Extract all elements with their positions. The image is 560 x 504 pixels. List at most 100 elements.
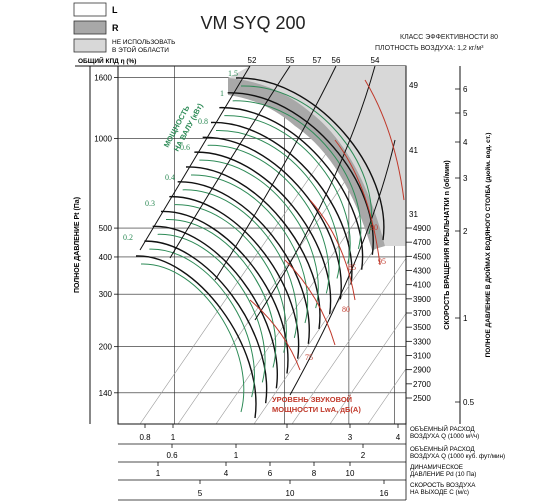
y-axis-pressure-title: ПОЛНОЕ ДАВЛЕНИЕ Pt (Па)	[74, 197, 81, 293]
fan-curve	[169, 195, 300, 359]
legend-swatch-L	[73, 2, 107, 17]
region-legend: L R НЕ ИСПОЛЬЗОВАТЬ В ЭТОЙ ОБЛАСТИ	[73, 2, 175, 54]
efficiency-class: КЛАСС ЭФФЕКТИВНОСТИ 80	[400, 34, 498, 41]
efficiency-line	[169, 66, 291, 259]
sound-curve	[334, 139, 381, 266]
y-tick-label: 400	[99, 253, 113, 262]
rpm-tick-label: 3500	[413, 323, 431, 332]
y-axis-rpm-title: СКОРОСТЬ ВРАЩЕНИЯ КРЫЛЬЧАТКИ n (об/мин)	[443, 160, 451, 329]
power-curve	[199, 159, 319, 309]
bottom-tick-label: 5	[198, 489, 203, 498]
bottom-tick-label: 4	[224, 469, 229, 478]
fan-curve	[227, 92, 374, 255]
eff-tick-label: 56	[332, 56, 341, 65]
bottom-axis-title: ВОЗДУХА Q (1000 м³/ч)	[410, 433, 479, 440]
sound-axis-label: УРОВЕНЬ ЗВУКОВОЙ	[272, 395, 352, 404]
upper-label: 49	[409, 81, 418, 90]
inch-tick-label: 0.5	[463, 398, 475, 407]
upper-label: 31	[409, 210, 418, 219]
y-axis-inches-title: ПОЛНОЕ ДАВЛЕНИЕ В ДЮЙМАХ ВОДЯНОГО СТОЛБА…	[483, 133, 492, 358]
y-axis-inches: 0.5 1 2 3 4 5 6	[455, 66, 475, 424]
eff-tick-label: 57	[313, 56, 322, 65]
rpm-tick-label: 4900	[413, 224, 431, 233]
fan-curve	[235, 77, 385, 241]
eff-tick-label: 55	[286, 56, 295, 65]
bottom-tick-label: 10	[346, 469, 355, 478]
bottom-tick-label: 10	[286, 489, 295, 498]
system-line	[291, 257, 406, 424]
fan-curve	[152, 225, 278, 389]
sound-label: 95	[378, 257, 386, 266]
bottom-tick-label: 1	[234, 451, 239, 460]
power-label: 0.2	[123, 233, 133, 242]
efficiency-line	[289, 139, 396, 396]
rpm-tick-label: 4100	[413, 281, 431, 290]
bottom-tick-label: 0.8	[139, 433, 151, 442]
inch-tick-label: 5	[463, 109, 468, 118]
y-axis-rpm: 2500 2700 2900 3100 3300 3500 3700 3900 4100 4300…	[405, 66, 431, 424]
efficiency-line	[214, 66, 337, 281]
bottom-axis-title: ОБЪЕМНЫЙ РАСХОД	[410, 424, 475, 433]
fan-curve	[135, 255, 257, 419]
power-curve	[240, 85, 372, 235]
eff-tick-label: 52	[248, 56, 257, 65]
bottom-axis-title: ДАВЛЕНИЕ Pd (10 Па)	[410, 471, 476, 478]
y-tick-label: 1000	[94, 134, 112, 143]
legend-label-not-allowed-2: В ЭТОЙ ОБЛАСТИ	[112, 45, 169, 54]
fan-curve	[219, 106, 364, 270]
bottom-tick-label: 1	[171, 433, 176, 442]
bottom-tick-label: 16	[380, 489, 389, 498]
legend-swatch-not-allowed	[73, 38, 107, 53]
rpm-tick-label: 3300	[413, 337, 431, 346]
sound-axis-label: МОЩНОСТИ LwA, дБ(А)	[272, 405, 361, 414]
power-curve	[165, 218, 277, 368]
fan-curve	[210, 121, 353, 285]
system-line	[329, 312, 406, 424]
fan-curves	[135, 66, 396, 419]
rpm-tick-label: 4500	[413, 252, 431, 261]
power-curve	[182, 189, 298, 338]
y-tick-label: 200	[99, 343, 113, 352]
inch-tick-label: 2	[463, 227, 468, 236]
rpm-tick-label: 3700	[413, 309, 431, 318]
rpm-tick-label: 2700	[413, 380, 431, 389]
sound-label: 80	[342, 305, 350, 314]
power-curve	[149, 248, 255, 398]
y-tick-label: 500	[99, 224, 113, 233]
sound-curve	[249, 299, 301, 371]
bottom-tick-label: 0.6	[166, 451, 178, 460]
inch-tick-label: 4	[463, 138, 468, 147]
model-title: VM SYQ 200	[200, 13, 305, 33]
bottom-axis-title: ДИНАМИЧЕСКОЕ	[410, 464, 463, 471]
power-label: 0.6	[180, 143, 190, 152]
power-curve	[215, 129, 340, 279]
fan-curve	[185, 166, 321, 330]
sound-curve	[364, 79, 405, 201]
bottom-tick-label: 4	[396, 433, 401, 442]
bottom-axis-title: НА ВЫХОДЕ С (м/с)	[410, 489, 469, 496]
sound-level-curves	[249, 79, 405, 371]
sound-curve	[309, 199, 356, 301]
bottom-tick-label: 2	[361, 451, 366, 460]
power-label: 1	[220, 89, 224, 98]
power-label: 0.3	[145, 199, 155, 208]
efficiency-axis-title: ОБЩИЙ КПД η (%)	[78, 56, 136, 65]
bottom-tick-label: 3	[348, 433, 353, 442]
legend-label-L: L	[112, 5, 118, 15]
rpm-tick-label: 3900	[413, 295, 431, 304]
power-label: 0.8	[198, 117, 208, 126]
y-tick-label: 1600	[94, 74, 112, 83]
y-tick-label: 300	[99, 290, 113, 299]
power-curve	[207, 144, 330, 294]
eff-tick-label: 54	[371, 56, 380, 65]
efficiency-line	[139, 66, 251, 251]
power-label: 0.4	[165, 173, 175, 182]
bottom-tick-label: 6	[268, 469, 273, 478]
upper-label: 41	[409, 146, 418, 155]
rpm-tick-label: 2500	[413, 394, 431, 403]
sound-label: 90	[370, 223, 378, 232]
fan-curve	[194, 151, 332, 315]
fan-curve	[160, 210, 289, 374]
